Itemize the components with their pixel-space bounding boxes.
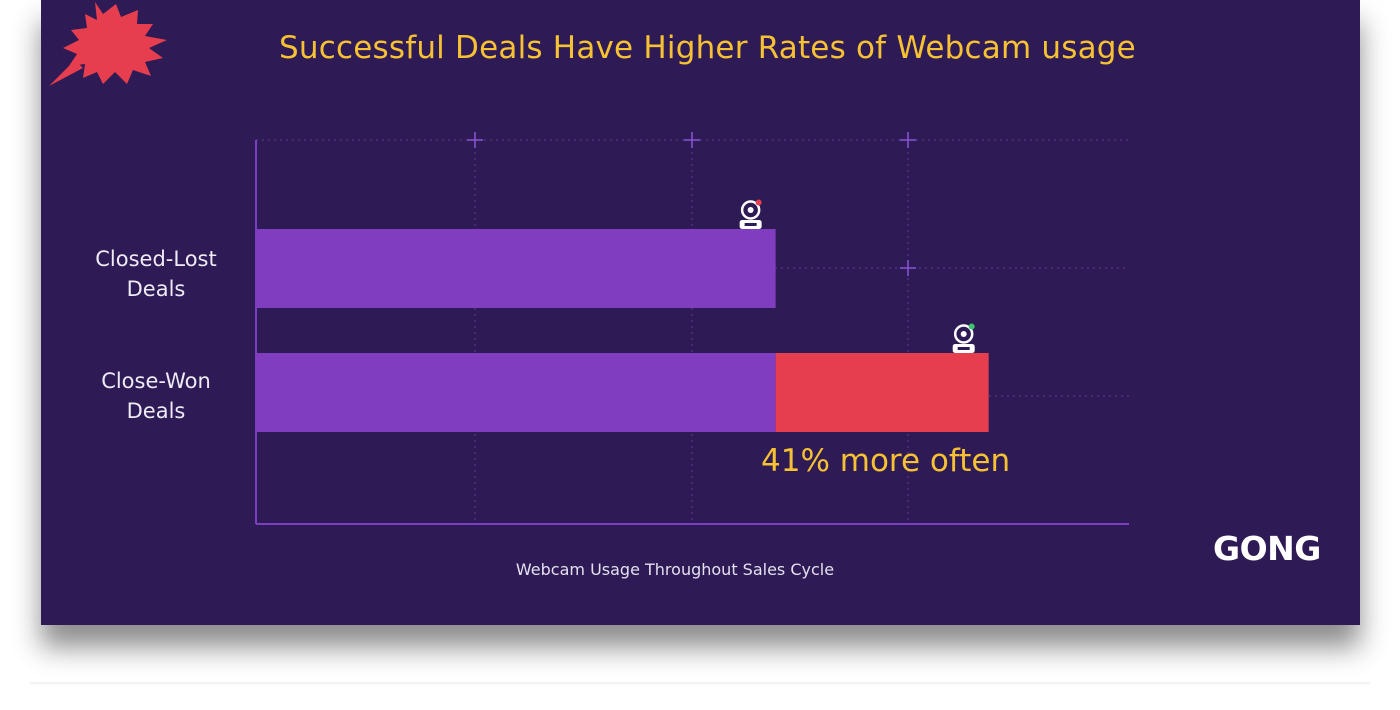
gong-logo-text: GONG [1213,529,1321,568]
webcam-icon-part [747,207,754,213]
webcam-icon-part [744,223,757,226]
webcam-icon-part [960,331,967,337]
x-axis-label: Webcam Usage Throughout Sales Cycle [515,560,835,579]
chart-title: Successful Deals Have Higher Rates of We… [279,30,1136,66]
page-divider [30,682,1370,686]
chart-card: Successful Deals Have Higher Rates of We… [41,0,1360,625]
webcam-icon [739,199,762,229]
webcam-icon-part [957,347,970,350]
category-label-line: Closed-Lost [95,247,217,271]
webcam-icon-part [968,323,975,330]
category-label-line: Close-Won [101,369,211,393]
category-label-line: Deals [126,277,186,301]
category-label-closed-lost: Closed-Lost Deals [56,244,256,304]
bar-increase-1 [775,353,989,432]
gong-logo-icon [49,2,167,86]
bar-base-1 [256,353,776,432]
bar-base-0 [256,229,776,308]
webcam-icon [952,323,975,353]
category-label-line: Deals [126,399,186,423]
category-label-close-won: Close-Won Deals [56,366,256,426]
annotation-label: 41% more often [761,443,1011,479]
webcam-icon-part [755,199,762,206]
chart-canvas [255,132,1129,525]
